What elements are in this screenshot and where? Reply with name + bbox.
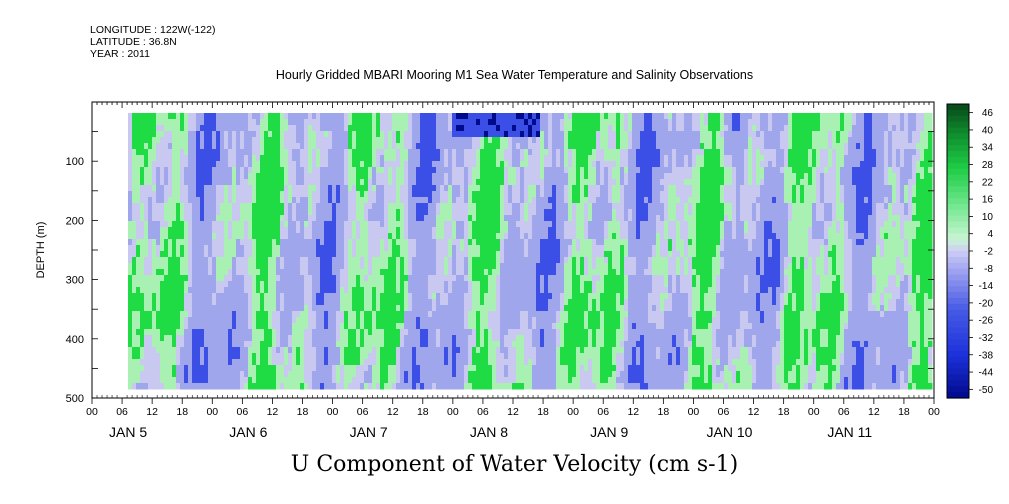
x-tick-label: 18 xyxy=(176,406,188,418)
x-tick-label: 12 xyxy=(868,406,880,418)
longitude-label: LONGITUDE : 122W(-122) xyxy=(90,24,216,36)
colorbar-label: -32 xyxy=(979,333,994,344)
x-tick-label: 18 xyxy=(537,406,549,418)
x-tick-label: 00 xyxy=(327,406,339,418)
top-ticks xyxy=(91,102,935,108)
colorbar-label: -26 xyxy=(979,316,994,327)
x-tick-label: 12 xyxy=(387,406,399,418)
colorbar-label: -8 xyxy=(984,264,993,275)
colorbar-label: 46 xyxy=(982,108,994,119)
colorbar-label: 28 xyxy=(982,160,994,171)
y-axis: 100 200 300 400 500 DEPTH (m) xyxy=(35,101,934,405)
x-day-label: JAN 5 xyxy=(109,424,147,440)
colorbar-label: 40 xyxy=(982,125,994,136)
x-tick-label: 00 xyxy=(206,406,218,418)
x-axis-label: U Component of Water Velocity (cm s-1) xyxy=(290,452,739,477)
colorbar-label: -44 xyxy=(979,368,994,379)
colorbar: 46 40 34 28 22 16 10 4 -2 -8 -14 -20 -26 -32 -38 -44 -50 xyxy=(946,103,994,399)
colorbar-label: 34 xyxy=(982,143,994,154)
x-day-label: JAN 10 xyxy=(707,424,753,440)
x-tick-label: 12 xyxy=(146,406,158,418)
colorbar-label: -14 xyxy=(979,281,994,292)
colorbar-label: -2 xyxy=(984,247,993,258)
heatmap-cells xyxy=(128,113,933,390)
colorbar-label: -50 xyxy=(979,385,994,396)
x-day-label: JAN 8 xyxy=(470,424,508,440)
x-tick-label: 12 xyxy=(627,406,639,418)
y-tick-label: 200 xyxy=(66,215,84,227)
x-tick-label: 06 xyxy=(838,406,850,418)
colorbar-label: 22 xyxy=(982,177,994,188)
x-day-label: JAN 11 xyxy=(827,424,872,440)
year-label: YEAR : 2011 xyxy=(90,48,150,60)
y-tick-label: 300 xyxy=(66,275,84,287)
x-day-label: JAN 9 xyxy=(590,424,628,440)
x-tick-label: 18 xyxy=(297,406,309,418)
x-day-labels: JAN 5 JAN 6 JAN 7 JAN 8 JAN 9 JAN 10 JAN 11 xyxy=(109,424,872,440)
x-hour-ticks: 00 06 12 18 00 06 12 18 00 06 12 18 00 06 12 18 00 06 12 18… xyxy=(86,395,940,418)
y-tick-label: 400 xyxy=(66,334,84,346)
x-day-label: JAN 6 xyxy=(229,424,267,440)
chart-title: Hourly Gridded MBARI Mooring M1 Sea Wate… xyxy=(275,68,754,82)
colorbar-label: 4 xyxy=(987,229,993,240)
x-tick-label: 18 xyxy=(417,406,429,418)
x-tick-label: 06 xyxy=(597,406,609,418)
y-tick-label: 500 xyxy=(66,393,84,405)
x-tick-label: 06 xyxy=(357,406,369,418)
x-tick-label: 06 xyxy=(477,406,489,418)
x-tick-label: 12 xyxy=(748,406,760,418)
y-tick-label: 100 xyxy=(66,156,84,168)
x-tick-label: 06 xyxy=(237,406,249,418)
x-tick-label: 18 xyxy=(898,406,910,418)
x-tick-label: 18 xyxy=(658,406,670,418)
metadata-block: LONGITUDE : 122W(-122) LATITUDE : 36.8N … xyxy=(90,24,215,60)
latitude-label: LATITUDE : 36.8N xyxy=(90,36,177,48)
y-axis-label: DEPTH (m) xyxy=(35,222,47,279)
colorbar-label: -20 xyxy=(979,298,994,309)
x-tick-label: 12 xyxy=(267,406,279,418)
x-tick-label: 00 xyxy=(808,406,820,418)
x-tick-label: 12 xyxy=(507,406,519,418)
x-tick-label: 06 xyxy=(718,406,730,418)
x-tick-label: 00 xyxy=(688,406,700,418)
x-tick-label: 06 xyxy=(116,406,128,418)
x-tick-label: 18 xyxy=(778,406,790,418)
x-tick-label: 00 xyxy=(567,406,579,418)
x-day-label: JAN 7 xyxy=(350,424,388,440)
x-tick-label: 00 xyxy=(86,406,98,418)
colorbar-label: 10 xyxy=(982,212,994,223)
colorbar-label: 16 xyxy=(982,195,994,206)
x-tick-label: 00 xyxy=(447,406,459,418)
colorbar-label: -38 xyxy=(979,350,994,361)
x-tick-label: 00 xyxy=(928,406,940,418)
